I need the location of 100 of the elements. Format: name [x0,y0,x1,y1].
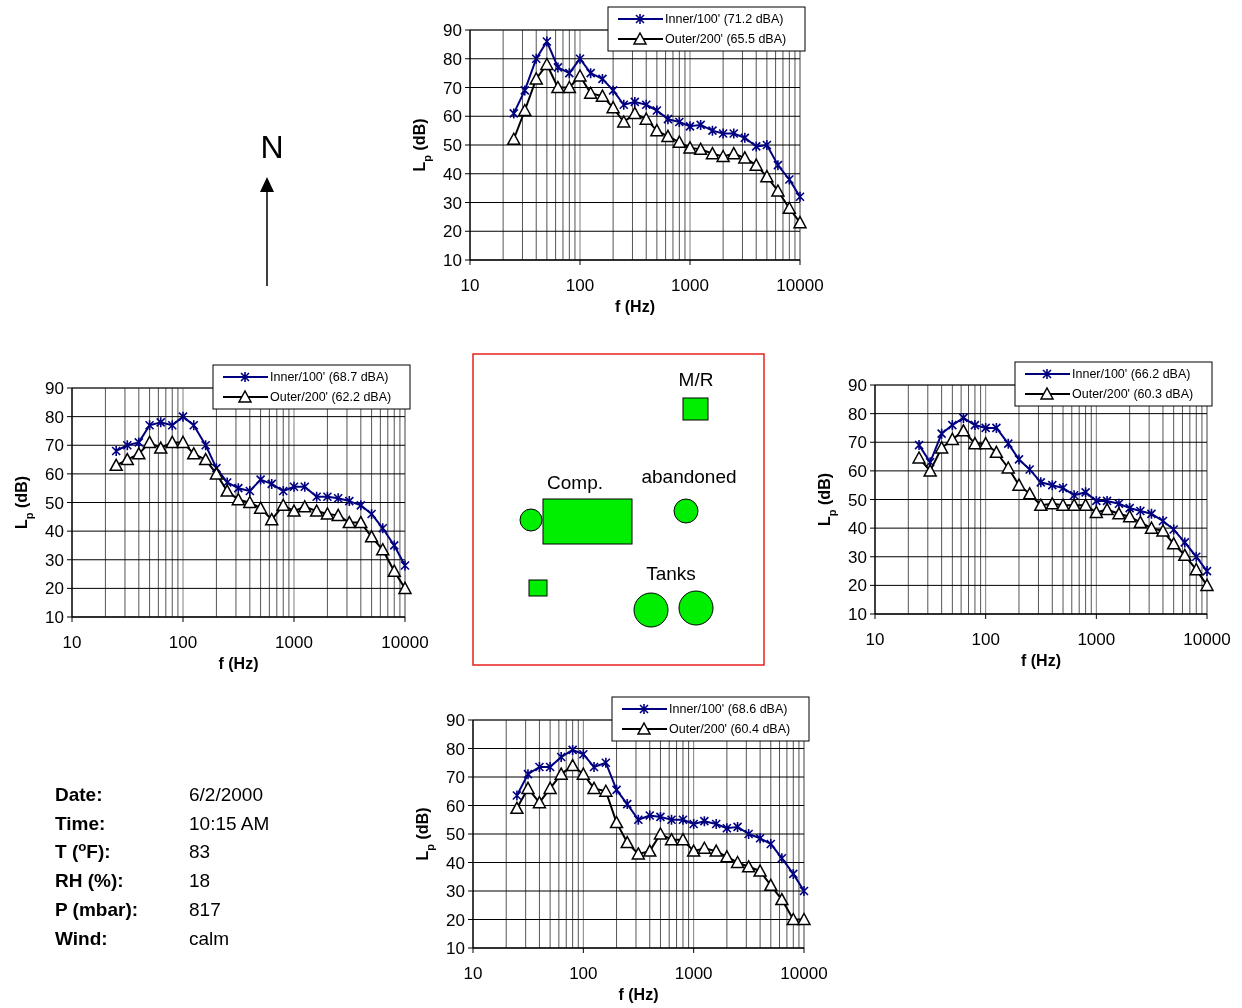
x-tick-label: 10000 [776,276,824,295]
point [200,439,211,452]
point [209,467,224,480]
point [956,424,971,437]
point [231,492,246,506]
x-axis-title: f (Hz) [218,655,259,672]
point [738,151,752,164]
x-tick-label: 10000 [1183,630,1231,649]
point [1122,509,1137,523]
point [331,508,345,522]
y-tick-label: 90 [45,379,64,398]
y-tick-label: 50 [848,490,867,510]
point [532,795,547,809]
point [1078,498,1093,511]
point [777,852,787,865]
point [716,149,730,163]
point [685,120,695,133]
point [266,478,277,490]
point [1124,502,1135,514]
point [786,912,801,926]
point [1200,578,1214,592]
y-tick-label: 60 [446,796,465,816]
point [1003,437,1014,450]
point [595,89,610,102]
x-tick-label: 100 [569,964,598,983]
point [609,815,624,829]
point [542,35,552,48]
text: M/R [678,369,714,390]
point [618,98,629,111]
point [1100,502,1114,516]
y-tick-label: 20 [446,910,465,930]
point [1012,478,1026,491]
point [727,146,741,160]
text: calm [189,927,230,949]
point [142,435,157,449]
point [1179,536,1190,549]
legend-label: Outer/200' (60.3 dBA) [1072,387,1194,401]
point [512,789,522,802]
point [751,140,762,153]
point [631,847,646,860]
x-tick-label: 10000 [381,633,429,652]
y-tick-label: 10 [848,605,867,624]
point [641,98,652,111]
y-tick-label: 50 [443,136,462,155]
point [608,84,618,97]
point [389,539,400,552]
point [1022,487,1037,500]
point [722,822,732,835]
point [693,142,708,156]
point [545,761,555,773]
y-tick-label: 80 [45,407,64,427]
point [699,815,710,827]
point [945,432,960,446]
x-tick-label: 1000 [1077,630,1116,649]
point [711,818,721,830]
point [1189,562,1204,576]
point [543,781,557,795]
point [639,112,653,125]
legend-label: Outer/200' (60.4 dBA) [669,722,791,736]
y-tick-label: 80 [446,739,465,759]
point [1080,486,1091,499]
point [553,61,563,74]
point [765,838,776,850]
x-tick-label: 10 [460,276,480,295]
y-tick-label: 10 [45,608,64,627]
legend-label: Inner/100' (68.6 dBA) [669,702,788,716]
y-tick-label: 30 [45,550,64,570]
point [1056,498,1070,511]
text: abandoned [641,466,737,487]
point [764,878,778,892]
point [120,452,135,466]
point [970,419,980,431]
point [666,813,677,826]
y-tick-label: 40 [848,519,867,539]
point [695,119,706,131]
point [1034,498,1048,511]
y-tick-label: 40 [443,164,462,184]
point [912,451,926,464]
point [644,809,655,822]
point [523,768,533,780]
point [597,73,608,85]
point [255,473,266,486]
y-tick-label: 70 [45,436,64,456]
point [289,480,299,493]
y-tick-label: 70 [848,433,867,453]
point [589,761,599,773]
point [1146,508,1157,520]
point [298,500,312,513]
y-tick-label: 50 [446,825,465,844]
point [243,495,257,509]
point [663,113,673,125]
point [220,484,234,497]
point [620,835,634,849]
y-tick-label: 40 [446,853,465,873]
point [749,158,763,171]
x-tick-label: 100 [168,633,198,652]
point [375,542,390,556]
point [187,447,201,460]
point [676,832,690,846]
point [622,798,633,810]
